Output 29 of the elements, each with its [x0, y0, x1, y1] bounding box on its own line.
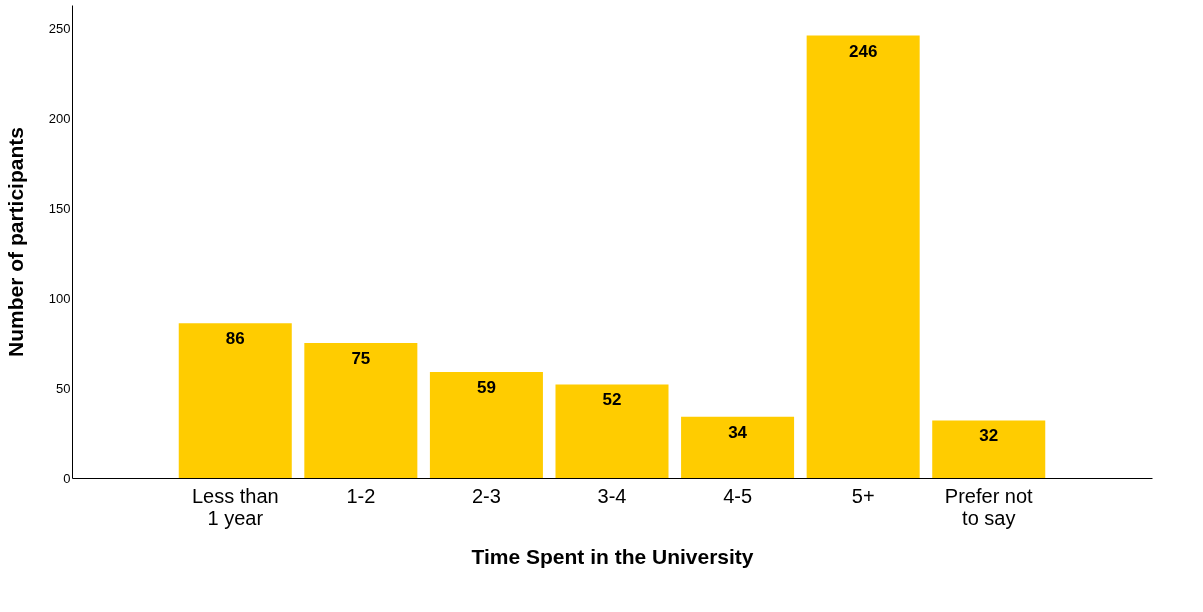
- bar: [555, 384, 669, 478]
- x-tick-label: 3-4: [597, 484, 627, 507]
- x-tick-label: 1-2: [346, 484, 376, 507]
- y-tick-label: 250: [48, 20, 71, 36]
- x-tick-label: 4-5: [723, 484, 753, 507]
- x-tick-label: 5+: [851, 484, 875, 507]
- data-label: 86: [225, 329, 245, 349]
- y-tick-label: 100: [48, 290, 71, 306]
- bar: [304, 343, 418, 478]
- data-label: 34: [728, 422, 748, 442]
- y-tick-label: 150: [48, 200, 71, 216]
- x-tick-label: Prefer not to say: [944, 484, 1034, 529]
- data-label: 246: [848, 41, 878, 61]
- y-tick-label: 200: [48, 110, 71, 126]
- y-tick-label: 0: [63, 470, 71, 486]
- bar: [178, 323, 292, 478]
- bar: [681, 416, 795, 478]
- x-tick-label: 2-3: [471, 484, 501, 507]
- x-axis-title: Time Spent in the University: [471, 544, 754, 568]
- bar: [806, 35, 920, 478]
- y-tick-label: 50: [56, 380, 71, 396]
- bar: [932, 420, 1046, 478]
- data-label: 52: [602, 390, 622, 410]
- data-label: 32: [979, 426, 999, 446]
- y-axis-title: Number of participants: [3, 127, 27, 357]
- bar: [429, 371, 543, 478]
- data-label: 59: [476, 377, 496, 397]
- x-tick-label: Less than 1 year: [191, 484, 279, 529]
- data-label: 75: [351, 349, 371, 369]
